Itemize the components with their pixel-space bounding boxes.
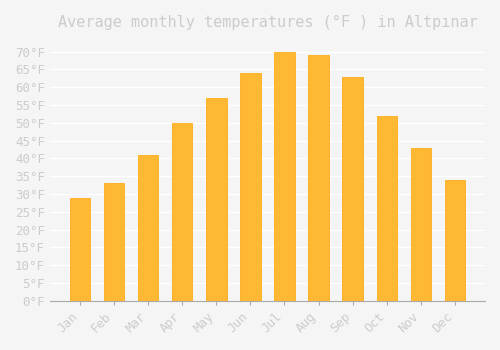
Bar xyxy=(342,77,363,301)
Bar xyxy=(104,183,124,301)
Bar xyxy=(308,55,329,301)
Bar xyxy=(410,148,431,301)
Bar xyxy=(445,180,465,301)
Bar xyxy=(376,116,397,301)
Bar xyxy=(206,98,227,301)
Bar xyxy=(240,73,260,301)
Bar xyxy=(274,51,294,301)
Bar xyxy=(70,198,90,301)
Bar xyxy=(172,123,193,301)
Title: Average monthly temperatures (°F ) in Altpınar: Average monthly temperatures (°F ) in Al… xyxy=(58,15,478,30)
Bar xyxy=(138,155,158,301)
